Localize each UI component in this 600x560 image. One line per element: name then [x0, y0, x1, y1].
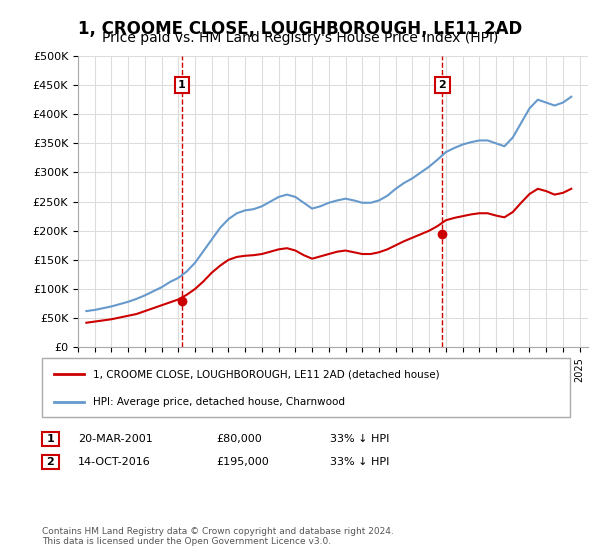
Text: HPI: Average price, detached house, Charnwood: HPI: Average price, detached house, Char… — [93, 397, 345, 407]
Text: 1: 1 — [178, 80, 186, 90]
Text: 14-OCT-2016: 14-OCT-2016 — [78, 457, 151, 466]
Text: Contains HM Land Registry data © Crown copyright and database right 2024.
This d: Contains HM Land Registry data © Crown c… — [42, 526, 394, 546]
Text: Price paid vs. HM Land Registry's House Price Index (HPI): Price paid vs. HM Land Registry's House … — [102, 31, 498, 45]
Text: 33% ↓ HPI: 33% ↓ HPI — [330, 457, 389, 466]
Text: £195,000: £195,000 — [216, 457, 269, 466]
Text: 20-MAR-2001: 20-MAR-2001 — [78, 435, 153, 444]
Text: 1, CROOME CLOSE, LOUGHBOROUGH, LE11 2AD (detached house): 1, CROOME CLOSE, LOUGHBOROUGH, LE11 2AD … — [93, 369, 440, 379]
Text: 1: 1 — [47, 435, 54, 444]
Text: 33% ↓ HPI: 33% ↓ HPI — [330, 435, 389, 444]
Text: 2: 2 — [439, 80, 446, 90]
Text: 1, CROOME CLOSE, LOUGHBOROUGH, LE11 2AD: 1, CROOME CLOSE, LOUGHBOROUGH, LE11 2AD — [78, 20, 522, 38]
Text: £80,000: £80,000 — [216, 435, 262, 444]
Text: 2: 2 — [47, 457, 54, 466]
